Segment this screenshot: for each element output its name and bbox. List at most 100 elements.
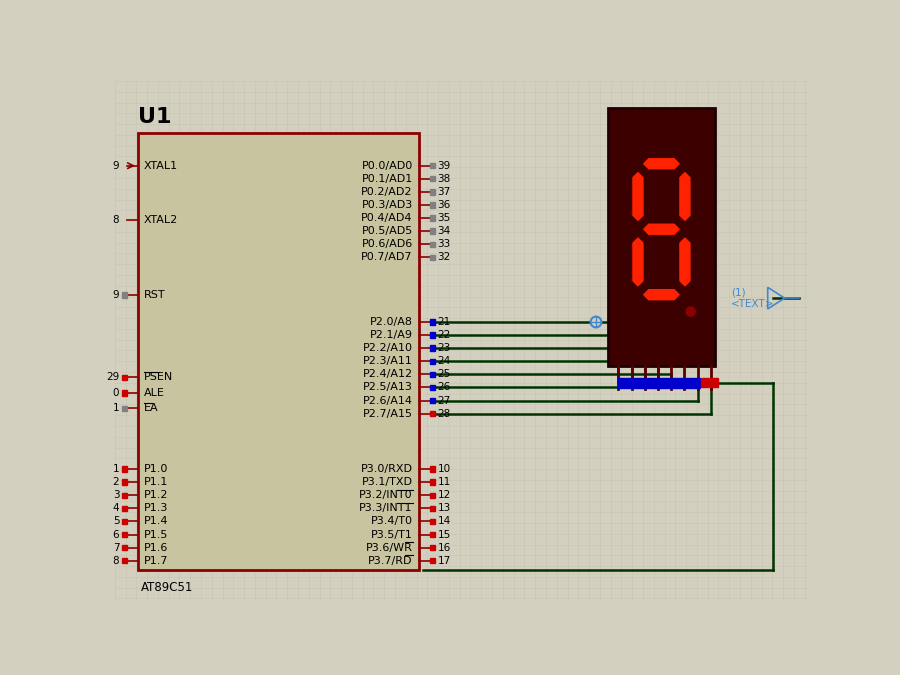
Text: 8: 8 xyxy=(112,215,120,225)
Text: P2.3/A11: P2.3/A11 xyxy=(363,356,413,367)
Bar xyxy=(608,108,716,366)
Bar xyxy=(429,532,435,537)
Text: P1.7: P1.7 xyxy=(144,556,168,566)
Text: 0: 0 xyxy=(112,388,120,398)
Bar xyxy=(429,506,435,511)
Text: P2.6/A14: P2.6/A14 xyxy=(363,396,413,406)
Text: 24: 24 xyxy=(437,356,451,367)
Bar xyxy=(122,375,127,380)
Text: P3.6/WR: P3.6/WR xyxy=(366,543,413,553)
Text: P2.1/A9: P2.1/A9 xyxy=(370,330,413,340)
Text: P3.7/RD: P3.7/RD xyxy=(368,556,413,566)
Text: 9: 9 xyxy=(112,290,120,300)
Text: 6: 6 xyxy=(112,529,120,539)
Text: P3.2/INT0: P3.2/INT0 xyxy=(359,490,413,500)
Bar xyxy=(122,519,127,524)
Text: P0.4/AD4: P0.4/AD4 xyxy=(361,213,413,223)
Text: 1: 1 xyxy=(112,403,120,413)
Text: 4: 4 xyxy=(112,504,120,514)
Bar xyxy=(429,254,435,260)
Text: P0.0/AD0: P0.0/AD0 xyxy=(362,161,413,171)
Polygon shape xyxy=(644,224,680,234)
Text: 29: 29 xyxy=(106,373,120,383)
Text: P0.6/AD6: P0.6/AD6 xyxy=(362,239,413,249)
Text: P3.4/T0: P3.4/T0 xyxy=(371,516,413,526)
Text: U1: U1 xyxy=(138,107,171,127)
Bar xyxy=(429,189,435,194)
Bar xyxy=(122,506,127,511)
Text: 7: 7 xyxy=(112,543,120,553)
Text: EA: EA xyxy=(144,403,158,413)
Bar xyxy=(618,378,700,388)
Text: 14: 14 xyxy=(437,516,451,526)
Text: 22: 22 xyxy=(437,330,451,340)
Bar xyxy=(429,319,435,325)
Text: P3.1/TXD: P3.1/TXD xyxy=(362,477,413,487)
Polygon shape xyxy=(633,238,643,286)
Text: P2.0/A8: P2.0/A8 xyxy=(370,317,413,327)
Bar xyxy=(122,493,127,498)
Bar xyxy=(122,292,127,298)
Text: 17: 17 xyxy=(437,556,451,566)
Text: 36: 36 xyxy=(437,200,451,210)
Bar xyxy=(429,163,435,168)
Text: 2: 2 xyxy=(112,477,120,487)
Text: P1.3: P1.3 xyxy=(144,504,168,514)
Circle shape xyxy=(686,307,696,316)
Text: P1.6: P1.6 xyxy=(144,543,168,553)
Text: P0.2/AD2: P0.2/AD2 xyxy=(361,187,413,197)
Bar xyxy=(429,519,435,524)
Text: XTAL2: XTAL2 xyxy=(144,215,178,225)
Text: AT89C51: AT89C51 xyxy=(141,580,194,594)
Text: 25: 25 xyxy=(437,369,451,379)
Text: P0.1/AD1: P0.1/AD1 xyxy=(362,173,413,184)
Text: 21: 21 xyxy=(437,317,451,327)
Bar xyxy=(701,378,709,387)
Text: 16: 16 xyxy=(437,543,451,553)
Bar xyxy=(429,545,435,550)
Text: 32: 32 xyxy=(437,252,451,263)
Bar xyxy=(429,358,435,364)
Text: 27: 27 xyxy=(437,396,451,406)
Text: P3.3/INT1: P3.3/INT1 xyxy=(359,504,413,514)
Polygon shape xyxy=(633,173,643,220)
Text: 10: 10 xyxy=(437,464,451,474)
Text: 39: 39 xyxy=(437,161,451,171)
Polygon shape xyxy=(644,290,680,300)
Bar xyxy=(429,385,435,390)
Text: 37: 37 xyxy=(437,187,451,197)
Bar xyxy=(122,558,127,564)
Circle shape xyxy=(590,317,601,327)
Text: PSEN: PSEN xyxy=(144,373,174,383)
Bar xyxy=(122,390,127,396)
Text: 1: 1 xyxy=(112,464,120,474)
Bar xyxy=(429,493,435,498)
Bar xyxy=(429,398,435,403)
Bar xyxy=(122,532,127,537)
Text: 33: 33 xyxy=(437,239,451,249)
Bar xyxy=(429,372,435,377)
Text: 3: 3 xyxy=(112,490,120,500)
Text: ALE: ALE xyxy=(144,388,165,398)
Bar xyxy=(122,466,127,472)
Bar xyxy=(429,215,435,221)
Text: 9: 9 xyxy=(112,161,120,171)
Bar xyxy=(138,134,419,570)
Text: 38: 38 xyxy=(437,173,451,184)
Text: 34: 34 xyxy=(437,226,451,236)
Text: P1.0: P1.0 xyxy=(144,464,168,474)
Bar xyxy=(429,242,435,247)
Bar xyxy=(429,479,435,485)
Text: P3.5/T1: P3.5/T1 xyxy=(371,529,413,539)
Text: P2.2/A10: P2.2/A10 xyxy=(363,343,413,353)
Text: 11: 11 xyxy=(437,477,451,487)
Bar xyxy=(122,479,127,485)
Text: 13: 13 xyxy=(437,504,451,514)
Polygon shape xyxy=(680,238,690,286)
Text: P2.4/A12: P2.4/A12 xyxy=(363,369,413,379)
Text: XTAL1: XTAL1 xyxy=(144,161,178,171)
Text: RST: RST xyxy=(144,290,166,300)
Text: 28: 28 xyxy=(437,408,451,418)
Bar xyxy=(429,202,435,208)
Text: P2.7/A15: P2.7/A15 xyxy=(363,408,413,418)
